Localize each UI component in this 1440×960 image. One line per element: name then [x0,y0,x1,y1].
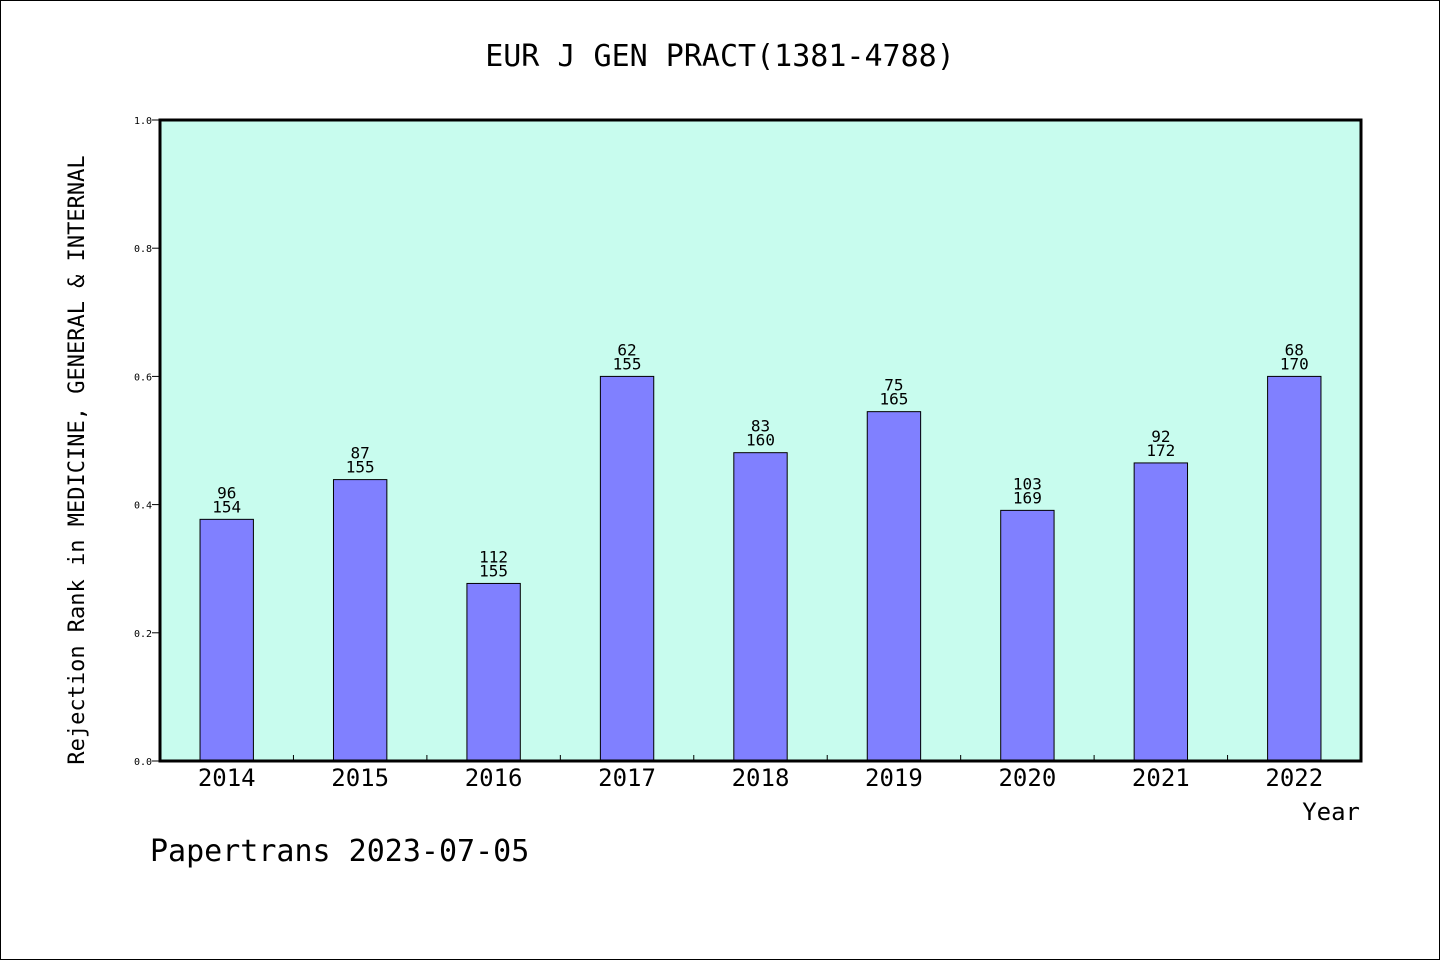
x-tick-label: 2021 [1132,764,1190,792]
x-tick-label: 2015 [331,764,389,792]
x-axis: 2014 2015 2016 2017 2018 2019 2020 2021 2022 [198,755,1323,792]
bar [599,375,655,762]
bar-label-bottom: 154 [212,497,241,516]
bar-label-bottom: 169 [1013,488,1042,507]
bar-label-top: 75 [884,376,903,395]
x-tick-label: 2017 [598,764,656,792]
bar-label-top: 87 [351,444,370,463]
y-tick-label: 0.0 [134,757,152,768]
bar-label-top: 68 [1285,340,1304,359]
bar-label-top: 103 [1013,474,1042,493]
bar [1133,462,1189,762]
plot-border [158,118,1363,763]
bar [1000,509,1055,762]
bar [1267,375,1322,762]
x-tick-label: 2018 [732,764,790,792]
bar-label-top: 112 [479,547,508,566]
bar-data-labels: 9615487155112155621558316075165103169921… [212,340,1308,580]
x-tick-label: 2022 [1265,764,1323,792]
y-axis: 0.0 0.2 0.4 0.6 0.8 1.0 [134,116,160,768]
bar [466,582,521,762]
x-tick-label: 2014 [198,764,256,792]
x-tick-label: 2019 [865,764,923,792]
bar [332,479,388,762]
chart-title: EUR J GEN PRACT(1381-4788) [485,39,955,74]
y-tick-label: 0.4 [134,501,152,512]
bar-label-top: 96 [217,483,236,502]
x-tick-label: 2016 [465,764,523,792]
bar-label-bottom: 172 [1146,441,1175,460]
y-tick-label: 0.6 [134,372,152,383]
bar-label-bottom: 160 [746,431,775,450]
bar [866,411,922,762]
footer-credit: Papertrans 2023-07-05 [150,834,530,869]
bar-label-bottom: 155 [346,458,375,477]
bar-label-top: 62 [617,340,636,359]
bar [733,452,788,762]
y-tick-label: 1.0 [134,116,152,127]
y-tick-label: 0.8 [134,244,152,255]
bar-label-top: 92 [1151,427,1170,446]
bar-label-bottom: 155 [613,354,642,373]
bar-label-bottom: 165 [879,390,908,409]
y-tick-label: 0.2 [134,629,152,640]
bar-label-bottom: 155 [479,561,508,580]
x-tick-label: 2020 [998,764,1056,792]
bar-label-top: 83 [751,417,770,436]
bar-label-bottom: 170 [1280,354,1309,373]
bar-series [199,375,1322,762]
y-axis-label: Rejection Rank in MEDICINE, GENERAL & IN… [65,155,90,764]
bar [199,518,254,762]
x-axis-label: Year [1302,798,1360,826]
